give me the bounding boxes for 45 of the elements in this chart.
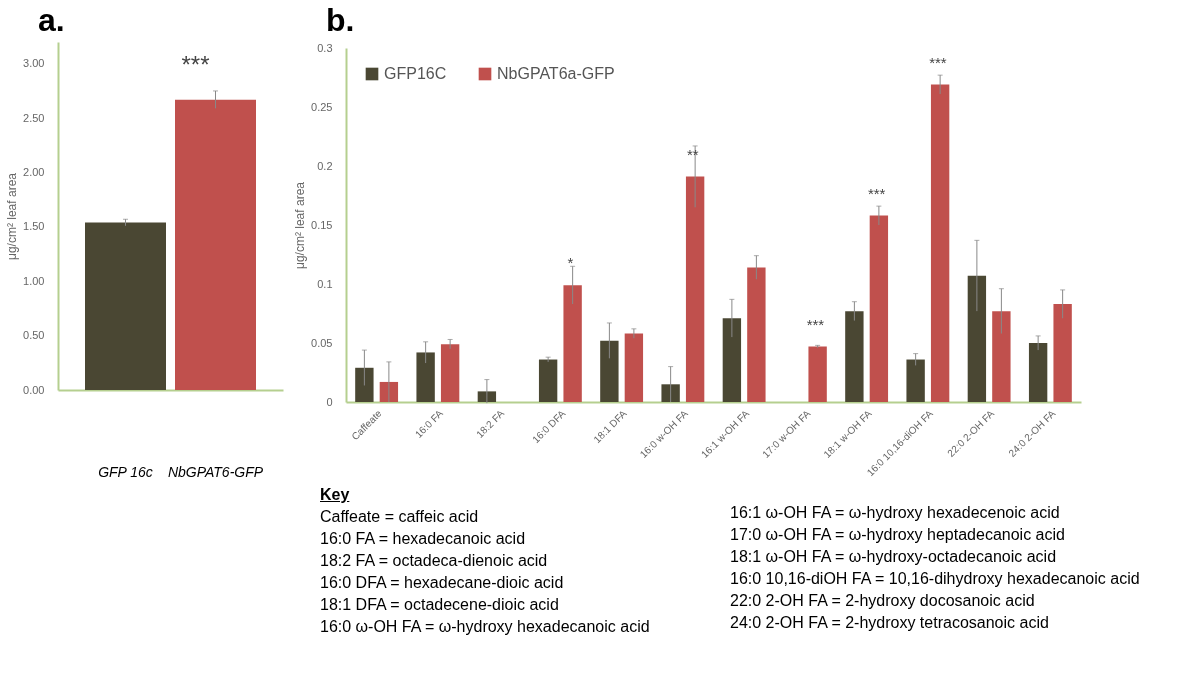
y-axis-title: μg/cm² leaf area — [5, 172, 20, 260]
y-axis-title: μg/cm² leaf area — [293, 181, 308, 269]
x-tick-label: 16:0 DFA — [530, 407, 568, 446]
x-tick-label: NbGPAT6-GFP — [167, 463, 264, 480]
x-tick-label: 18:2 FA — [474, 407, 507, 440]
x-tick-label: 16:0 FA — [412, 407, 446, 440]
y-tick-label: 2.50 — [23, 111, 45, 124]
annotation: *** — [867, 184, 886, 202]
y-tick-label: 0.1 — [317, 277, 333, 290]
y-tick-label: 0 — [326, 395, 333, 408]
annotation: *** — [181, 50, 210, 78]
text: 17:0 ω-OH FA = ω-hydroxy heptadecanoic acid — [730, 525, 1066, 545]
text: Caffeate = caffeic acid — [320, 507, 480, 527]
text: 16:0 DFA = hexadecane-dioic acid — [320, 573, 565, 593]
y-tick-label: 0.2 — [317, 159, 333, 172]
y-tick-label: 3.00 — [23, 57, 45, 70]
chart-title: b. — [326, 2, 355, 38]
annotation: *** — [929, 53, 947, 71]
text: 16:1 ω-OH FA = ω-hydroxy hexadecenoic acid — [730, 503, 1061, 523]
annotation: *** — [806, 315, 825, 333]
text: 18:1 DFA = octadecene-dioic acid — [320, 595, 560, 615]
y-tick-label: 0.15 — [311, 218, 333, 231]
x-tick-label: 18:1 DFA — [591, 407, 629, 446]
legend-label: GFP16C — [384, 65, 447, 82]
x-tick-label: GFP 16c — [98, 463, 153, 480]
chart-title: a. — [38, 2, 65, 38]
y-tick-label: 0.3 — [317, 41, 333, 54]
y-tick-label: 0.05 — [311, 336, 333, 349]
annotation: * — [567, 254, 574, 272]
y-tick-label: 0.50 — [23, 329, 45, 342]
text: 16:0 10,16-diOH FA = 10,16-dihydroxy hexadecanoic acid — [730, 569, 1140, 589]
y-tick-label: 0.00 — [23, 383, 45, 396]
text: 16:0 FA = hexadecanoic acid — [320, 529, 527, 549]
text: 18:1 ω-OH FA = ω-hydroxy-octadecanoic acid — [730, 547, 1058, 567]
text: 16:0 ω-OH FA = ω-hydroxy hexadecanoic acid — [320, 617, 651, 637]
y-tick-label: 2.00 — [23, 166, 45, 178]
annotation: ** — [687, 145, 699, 163]
text: 18:2 FA = octadeca-dienoic acid — [320, 551, 549, 571]
text: 24:0 2-OH FA = 2-hydroxy tetracosanoic acid — [730, 613, 1050, 633]
text: 22:0 2-OH FA = 2-hydroxy docosanoic acid — [730, 591, 1036, 611]
y-tick-label: 1.00 — [23, 274, 45, 287]
text: Key — [320, 485, 351, 505]
legend-label: NbGPAT6a-GFP — [497, 65, 615, 82]
y-tick-label: 1.50 — [23, 220, 45, 233]
y-tick-label: 0.25 — [311, 100, 333, 113]
